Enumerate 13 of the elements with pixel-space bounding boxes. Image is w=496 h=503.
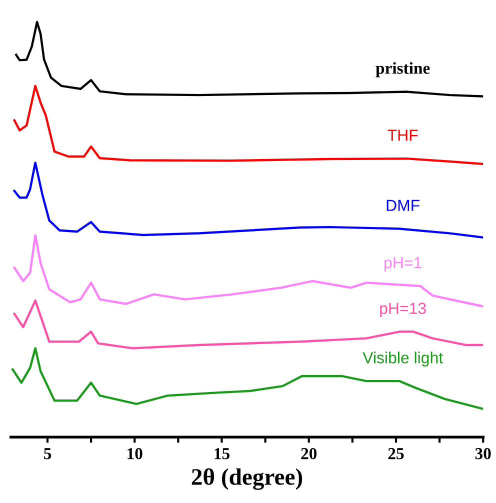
series-label: pristine xyxy=(376,62,430,78)
series-label: DMF xyxy=(386,200,420,211)
x-tick-label: 25 xyxy=(388,448,404,460)
x-tick-label: 15 xyxy=(214,448,230,460)
x-tick-label: 5 xyxy=(44,448,52,460)
x-axis-title: 2θ (degree) xyxy=(192,468,302,490)
series-label: THF xyxy=(388,130,418,141)
x-tick-label: 20 xyxy=(301,448,317,460)
series-label: pH=1 xyxy=(384,257,422,272)
x-tick-label: 30 xyxy=(475,448,491,460)
x-tick-label: 10 xyxy=(128,448,142,460)
series-label: pH=13 xyxy=(380,302,426,318)
series-label: Visible light xyxy=(362,352,443,367)
